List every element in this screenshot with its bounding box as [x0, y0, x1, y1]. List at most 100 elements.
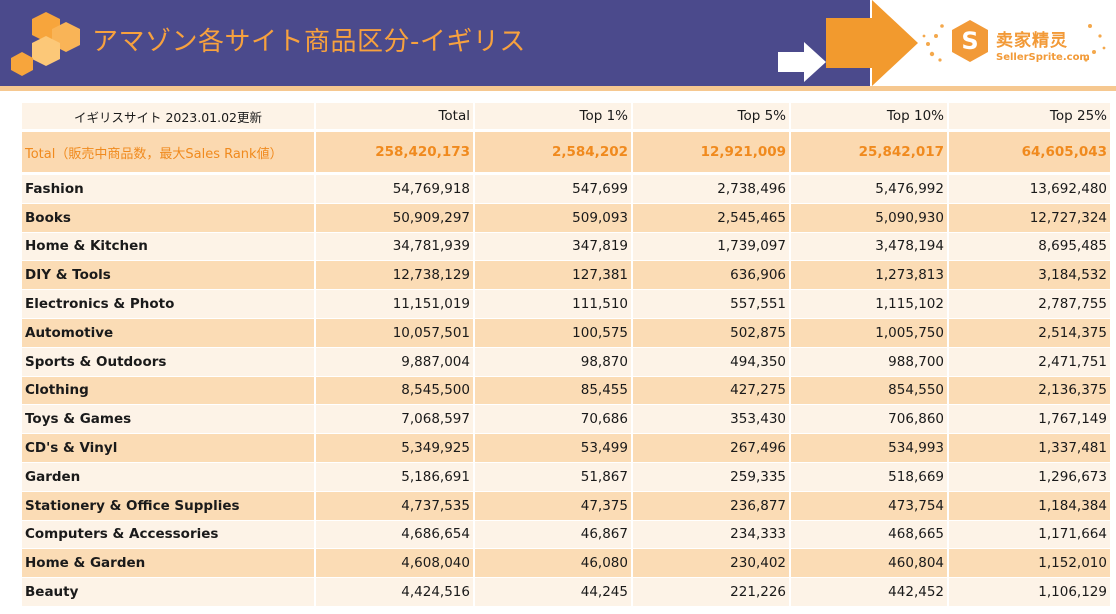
brand-name-en: SellerSprite.com	[996, 52, 1090, 63]
column-header-top10: Top 10%	[791, 103, 947, 132]
table-cell: 1,115,102	[791, 290, 947, 319]
table-cell: 1,152,010	[949, 549, 1110, 579]
table-cell: 988,700	[791, 347, 947, 377]
column-header-site: イギリスサイト 2023.01.02更新	[22, 103, 314, 132]
table-row: CD's & Vinyl 5,349,925 53,499 267,496 534,99…	[22, 434, 1110, 463]
table-cell: 221,226	[633, 578, 789, 607]
table-cell: 5,349,925	[316, 434, 473, 463]
table-cell: 2,787,755	[949, 290, 1110, 319]
row-label: Fashion	[22, 175, 314, 204]
table-cell: 1,767,149	[949, 405, 1110, 435]
table-cell: 54,769,918	[316, 175, 473, 204]
page-title: アマゾン各サイト商品区分-イギリス	[92, 27, 526, 57]
table-cell: 1,337,481	[949, 434, 1110, 463]
table-cell: 53,499	[475, 434, 631, 463]
column-header-top1: Top 1%	[475, 103, 631, 132]
table-cell: 5,476,992	[791, 175, 947, 204]
table-row: Electronics & Photo 11,151,019 111,510 557,…	[22, 290, 1110, 319]
table-cell: 509,093	[475, 203, 631, 233]
table-cell: 34,781,939	[316, 232, 473, 262]
table-cell: 706,860	[791, 405, 947, 435]
table-cell: 11,151,019	[316, 290, 473, 319]
table-cell: 4,686,654	[316, 520, 473, 550]
row-label: Clothing	[22, 376, 314, 406]
table-cell: 1,171,664	[949, 520, 1110, 550]
table-row: Sports & Outdoors 9,887,004 98,870 494,350 9…	[22, 347, 1110, 377]
table-cell: 44,245	[475, 578, 631, 607]
table-cell: 2,136,375	[949, 376, 1110, 406]
row-label: Electronics & Photo	[22, 290, 314, 319]
table-cell: 1,005,750	[791, 318, 947, 348]
table-cell: 854,550	[791, 376, 947, 406]
table-cell: 494,350	[633, 347, 789, 377]
category-table: イギリスサイト 2023.01.02更新 Total Top 1% Top 5%…	[20, 103, 1110, 607]
table-cell: 25,842,017	[791, 132, 947, 175]
table-row: Home & Garden 4,608,040 46,080 230,402 460,8…	[22, 549, 1110, 579]
table-cell: 234,333	[633, 520, 789, 550]
table-cell: 127,381	[475, 261, 631, 291]
table-cell: 1,184,384	[949, 491, 1110, 521]
table-cell: 3,184,532	[949, 261, 1110, 291]
row-label: Stationery & Office Supplies	[22, 491, 314, 521]
table-row: Beauty 4,424,516 44,245 221,226 442,452 1,106…	[22, 578, 1110, 607]
table-cell: 98,870	[475, 347, 631, 377]
total-row: Total（販売中商品数，最大Sales Rank値） 258,420,173 …	[22, 132, 1110, 175]
table-cell: 4,424,516	[316, 578, 473, 607]
table-cell: 460,804	[791, 549, 947, 579]
table-cell: 46,867	[475, 520, 631, 550]
table-cell: 64,605,043	[949, 132, 1110, 175]
table-cell: 258,420,173	[316, 132, 473, 175]
table-cell: 427,275	[633, 376, 789, 406]
column-header-top25: Top 25%	[949, 103, 1110, 132]
table-cell: 85,455	[475, 376, 631, 406]
table-cell: 502,875	[633, 318, 789, 348]
row-label: Computers & Accessories	[22, 520, 314, 550]
table-cell: 47,375	[475, 491, 631, 521]
table-cell: 9,887,004	[316, 347, 473, 377]
white-arrow-icon	[778, 42, 826, 82]
table-cell: 4,737,535	[316, 491, 473, 521]
table-cell: 2,514,375	[949, 318, 1110, 348]
row-label: Automotive	[22, 318, 314, 348]
table-cell: 111,510	[475, 290, 631, 319]
table-cell: 5,186,691	[316, 462, 473, 492]
table-cell: 12,921,009	[633, 132, 789, 175]
table-cell: 2,584,202	[475, 132, 631, 175]
table-cell: 13,692,480	[949, 175, 1110, 204]
table-cell: 1,106,129	[949, 578, 1110, 607]
table-cell: 557,551	[633, 290, 789, 319]
table-row: Garden 5,186,691 51,867 259,335 518,669 1,296…	[22, 462, 1110, 492]
table-cell: 442,452	[791, 578, 947, 607]
table-cell: 518,669	[791, 462, 947, 492]
table-cell: 46,080	[475, 549, 631, 579]
table-cell: 50,909,297	[316, 203, 473, 233]
table-cell: 259,335	[633, 462, 789, 492]
row-label: DIY & Tools	[22, 261, 314, 291]
header-banner	[0, 0, 870, 86]
hexagon-cluster-icon	[11, 12, 80, 76]
table-row: Toys & Games 7,068,597 70,686 353,430 706,86…	[22, 405, 1110, 435]
table-cell: 2,471,751	[949, 347, 1110, 377]
table-cell: 473,754	[791, 491, 947, 521]
table-cell: 267,496	[633, 434, 789, 463]
total-row-label: Total（販売中商品数，最大Sales Rank値）	[22, 132, 314, 175]
table-cell: 236,877	[633, 491, 789, 521]
brand-name-cn: 卖家精灵	[996, 31, 1068, 51]
table-cell: 468,665	[791, 520, 947, 550]
table-cell: 12,738,129	[316, 261, 473, 291]
table-row: Home & Kitchen 34,781,939 347,819 1,739,097…	[22, 232, 1110, 262]
column-header-total: Total	[316, 103, 473, 132]
table-cell: 51,867	[475, 462, 631, 492]
table-row: Stationery & Office Supplies 4,737,535 47,…	[22, 491, 1110, 521]
row-label: CD's & Vinyl	[22, 434, 314, 463]
table-cell: 10,057,501	[316, 318, 473, 348]
row-label: Toys & Games	[22, 405, 314, 435]
table-cell: 8,695,485	[949, 232, 1110, 262]
table-row: Clothing 8,545,500 85,455 427,275 854,550 2,1…	[22, 376, 1110, 406]
table-cell: 547,699	[475, 175, 631, 204]
column-header-top5: Top 5%	[633, 103, 789, 132]
table-cell: 230,402	[633, 549, 789, 579]
table-cell: 347,819	[475, 232, 631, 262]
table-cell: 636,906	[633, 261, 789, 291]
svg-text:S: S	[961, 27, 978, 55]
